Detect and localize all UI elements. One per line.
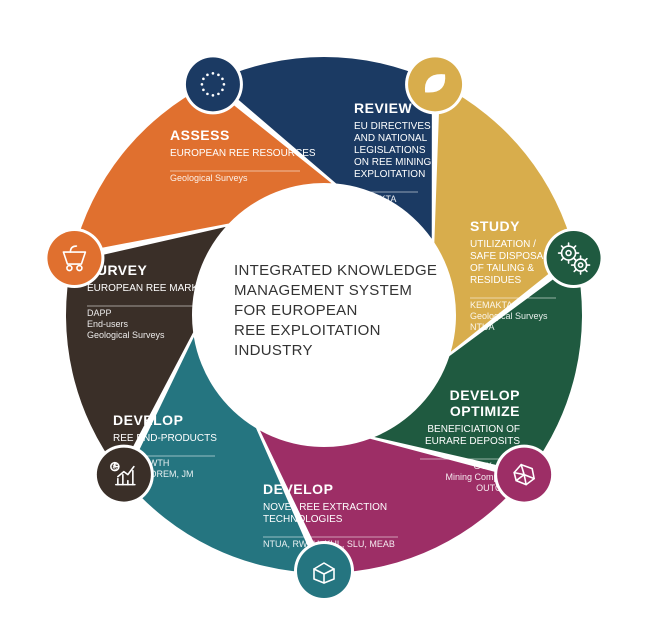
svg-text:KEMAKTA: KEMAKTA (354, 194, 396, 204)
svg-text:BENEFICIATION OF: BENEFICIATION OF (427, 424, 520, 435)
svg-text:NTUA: NTUA (470, 322, 495, 332)
circular-diagram: INTEGRATED KNOWLEDGE MANAGEMENT SYSTEM FOR… (0, 0, 649, 632)
svg-text:Geological Surveys: Geological Surveys (470, 311, 548, 321)
svg-text:Geological Surveys: Geological Surveys (87, 330, 165, 340)
svg-text:UTILIZATION /: UTILIZATION / (470, 239, 536, 250)
svg-text:End-users: End-users (87, 319, 129, 329)
svg-text:STUDY: STUDY (470, 218, 520, 234)
leaf-icon (405, 54, 465, 114)
svg-text:REE EXPLOITATION: REE EXPLOITATION (234, 322, 381, 339)
svg-text:DEVELOP: DEVELOP (263, 481, 333, 497)
svg-text:MANAGEMENT SYSTEM: MANAGEMENT SYSTEM (234, 282, 412, 299)
svg-text:Geological Surveys: Geological Surveys (170, 173, 248, 183)
svg-text:EUROPEAN REE MARKET: EUROPEAN REE MARKET (87, 283, 211, 294)
infographic-stage: INTEGRATED KNOWLEDGE MANAGEMENT SYSTEM FOR… (0, 0, 649, 632)
svg-text:REVIEW: REVIEW (354, 100, 413, 116)
svg-text:INDUSTRY: INDUSTRY (234, 342, 313, 359)
svg-text:OPTIMIZE: OPTIMIZE (450, 403, 520, 419)
box-icon (294, 541, 354, 601)
svg-text:EUROPEAN REE RESOURCES: EUROPEAN REE RESOURCES (170, 148, 316, 159)
svg-text:NOVEL REE EXTRACTION: NOVEL REE EXTRACTION (263, 502, 387, 513)
svg-text:AND NATIONAL: AND NATIONAL (354, 133, 428, 144)
svg-text:EURARE DEPOSITS: EURARE DEPOSITS (425, 436, 520, 447)
svg-text:SAFE DISPOSAL: SAFE DISPOSAL (470, 251, 549, 262)
svg-text:OF TAILING &: OF TAILING & (470, 263, 534, 274)
svg-text:FOR EUROPEAN: FOR EUROPEAN (234, 302, 358, 319)
svg-text:ON REE MINING: ON REE MINING (354, 157, 431, 168)
svg-text:€: € (113, 463, 118, 472)
svg-text:EU DIRECTIVES: EU DIRECTIVES (354, 121, 431, 132)
svg-text:TECHNOLOGIES: TECHNOLOGIES (263, 514, 343, 525)
svg-text:INTEGRATED KNOWLEDGE: INTEGRATED KNOWLEDGE (234, 262, 437, 279)
svg-text:KEMAKTA: KEMAKTA (470, 300, 512, 310)
svg-text:RESIDUES: RESIDUES (470, 275, 521, 286)
svg-text:EXPLOITATION: EXPLOITATION (354, 169, 425, 180)
crystal-icon (494, 445, 554, 505)
svg-text:DEVELOP: DEVELOP (450, 387, 520, 403)
gears-icon (544, 228, 604, 288)
svg-text:Geological: Geological (354, 205, 397, 215)
eu-stars-icon (183, 54, 243, 114)
svg-text:REE END-PRODUCTS: REE END-PRODUCTS (113, 433, 217, 444)
cart-icon (44, 228, 104, 288)
svg-text:ASSESS: ASSESS (170, 127, 230, 143)
svg-text:Surveys: Surveys (354, 216, 387, 226)
chart-icon: € (94, 445, 154, 505)
svg-text:DAPP: DAPP (87, 308, 112, 318)
svg-text:DEVELOP: DEVELOP (113, 412, 183, 428)
svg-text:LEGISLATIONS: LEGISLATIONS (354, 145, 426, 156)
